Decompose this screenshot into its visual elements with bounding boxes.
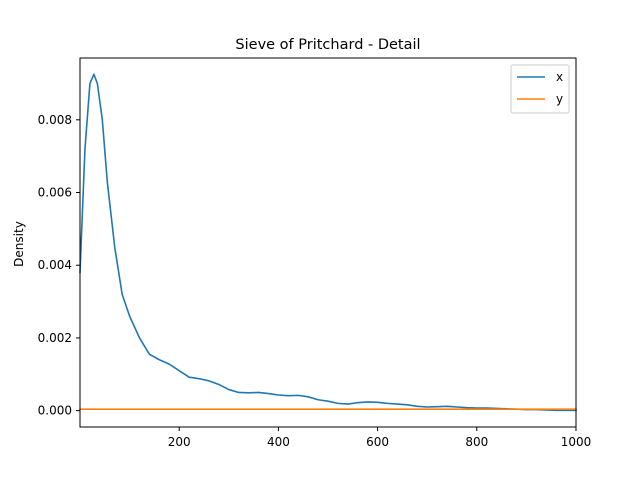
legend: xy	[510, 64, 570, 114]
axes-layer: 200 400 600 800 1000 0.000 0.002 0.004 0.006 0.00…	[38, 57, 592, 449]
y-tick-label: 0.008	[38, 113, 72, 127]
x-tick-label: 600	[366, 435, 389, 449]
legend-label-x: x	[556, 70, 563, 84]
x-tick-label: 800	[465, 435, 488, 449]
x-tick-label: 200	[168, 435, 191, 449]
y-tick-label: 0.000	[38, 404, 72, 418]
series-x-line	[79, 73, 577, 412]
series-layer	[79, 73, 577, 412]
x-tick-label: 400	[267, 435, 290, 449]
plot-frame	[79, 57, 577, 428]
legend-label-y: y	[556, 92, 563, 106]
x-tick-label: 1000	[561, 435, 592, 449]
y-tick-label: 0.006	[38, 186, 72, 200]
y-tick-label: 0.004	[38, 258, 72, 272]
y-axis-label: Density	[12, 221, 26, 267]
chart-title: Sieve of Pritchard - Detail	[235, 37, 420, 53]
y-tick-label: 0.002	[38, 331, 72, 345]
